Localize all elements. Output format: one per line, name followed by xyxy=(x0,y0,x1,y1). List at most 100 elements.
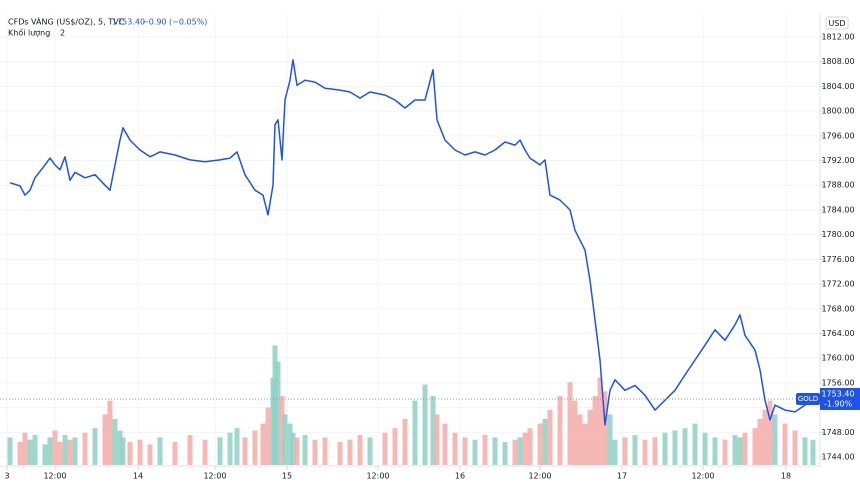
volume-bar xyxy=(402,419,408,465)
volume-bar xyxy=(172,442,178,465)
volume-bar xyxy=(382,432,388,465)
volume-bar xyxy=(742,432,748,465)
volume-bar xyxy=(757,419,763,465)
x-tick-label: 15 xyxy=(282,472,292,481)
y-tick-label: 1776.00 xyxy=(821,255,854,264)
volume-bar xyxy=(737,437,743,465)
x-tick-label: 12:00 xyxy=(691,472,714,481)
volume-bar xyxy=(357,435,363,465)
volume-bar xyxy=(252,430,258,465)
volume-bar xyxy=(547,409,553,465)
volume-bar xyxy=(542,419,548,465)
volume-bar xyxy=(17,442,23,465)
volume-bar xyxy=(652,437,658,465)
symbol-tag-label: GOLD xyxy=(798,395,818,403)
volume-bar xyxy=(422,384,428,465)
currency-box[interactable] xyxy=(825,16,849,30)
y-tick-label: 1800.00 xyxy=(821,107,854,116)
price-tag xyxy=(820,387,860,410)
volume-bar xyxy=(92,428,98,465)
x-tick-label: 12:00 xyxy=(366,472,389,481)
y-tick-label: 1788.00 xyxy=(821,181,854,190)
volume-bar xyxy=(522,432,528,465)
volume-bar xyxy=(567,382,573,465)
grid xyxy=(0,14,820,466)
volume-bar xyxy=(512,439,518,465)
volume-bar xyxy=(752,428,758,465)
y-tick-label: 1756.00 xyxy=(821,378,854,387)
volume-bar xyxy=(112,419,118,465)
volume-bar xyxy=(434,414,440,465)
y-tick-label: 1768.00 xyxy=(821,304,854,313)
volume-bar xyxy=(47,437,53,465)
volume-bar xyxy=(577,414,583,465)
y-tick-label: 1744.00 xyxy=(821,453,854,462)
x-tick-label: 18 xyxy=(781,472,791,481)
x-tick-label: 17 xyxy=(617,472,627,481)
volume-bar xyxy=(557,396,563,465)
volume-bar xyxy=(452,432,458,465)
volume-bar xyxy=(492,437,498,465)
volume-bar xyxy=(462,437,468,465)
volume-bar xyxy=(732,435,738,465)
y-tick-label: 1808.00 xyxy=(821,57,854,66)
volume-bar xyxy=(632,435,638,465)
volume-bar xyxy=(810,439,816,465)
volume-bar xyxy=(275,361,281,465)
volume-bar xyxy=(52,430,58,465)
volume-bar xyxy=(392,428,398,465)
volume-bar xyxy=(62,435,68,465)
volume-bar xyxy=(592,396,598,465)
volume-bar xyxy=(302,435,308,465)
y-tick-label: 1764.00 xyxy=(821,329,854,338)
symbol-title: CFDs VÀNG (US$/OZ), 5, TVC xyxy=(8,16,125,27)
volume-bar xyxy=(772,414,778,465)
volume xyxy=(7,345,816,465)
volume-bar xyxy=(337,442,343,465)
volume-bar xyxy=(27,439,33,465)
volume-bar xyxy=(117,430,123,465)
volume-bar xyxy=(57,442,63,465)
volume-bar xyxy=(260,423,266,465)
volume-bar xyxy=(502,442,508,465)
volume-bar xyxy=(587,409,593,465)
volume-bar xyxy=(412,400,418,465)
volume-bar xyxy=(42,444,48,465)
price-tag-label: 1753.40 xyxy=(821,389,854,398)
volume-bar xyxy=(242,437,248,465)
volume-bar xyxy=(137,439,143,465)
volume-bar xyxy=(7,437,13,465)
volume-bar xyxy=(712,437,718,465)
y-tick-label: 1748.00 xyxy=(821,428,854,437)
y-tick-label: 1804.00 xyxy=(821,82,854,91)
volume-bar xyxy=(430,396,436,465)
volume-bar xyxy=(572,400,578,465)
volume-bar xyxy=(792,430,798,465)
x-tick-label: 12:00 xyxy=(43,472,66,481)
volume-bar xyxy=(67,439,73,465)
volume-bar xyxy=(282,414,288,465)
x-tick-label: 12:00 xyxy=(528,472,551,481)
volume-bar xyxy=(127,442,133,465)
volume-bar xyxy=(517,437,523,465)
price-line xyxy=(9,59,814,426)
price-tag-change: -1.90% xyxy=(824,399,853,408)
x-tick-label: 12:00 xyxy=(203,472,226,481)
volume-bar xyxy=(597,377,603,465)
volume-bar xyxy=(72,437,78,465)
x-tick-label: 3 xyxy=(4,472,9,481)
volume-bar xyxy=(537,423,543,465)
y-tick-label: 1796.00 xyxy=(821,131,854,140)
volume-bar xyxy=(120,437,126,465)
x-tick-label: 16 xyxy=(455,472,465,481)
volume-bar xyxy=(227,432,233,465)
price xyxy=(0,59,820,426)
currency: USD xyxy=(828,19,845,28)
volume-bar xyxy=(290,432,296,465)
volume-bar xyxy=(22,432,28,465)
volume-bar xyxy=(202,439,208,465)
volume-bar xyxy=(782,423,788,465)
volume-bar xyxy=(472,439,478,465)
x-tick-label: 14 xyxy=(133,472,143,481)
y-tick-label: 1784.00 xyxy=(821,205,854,214)
